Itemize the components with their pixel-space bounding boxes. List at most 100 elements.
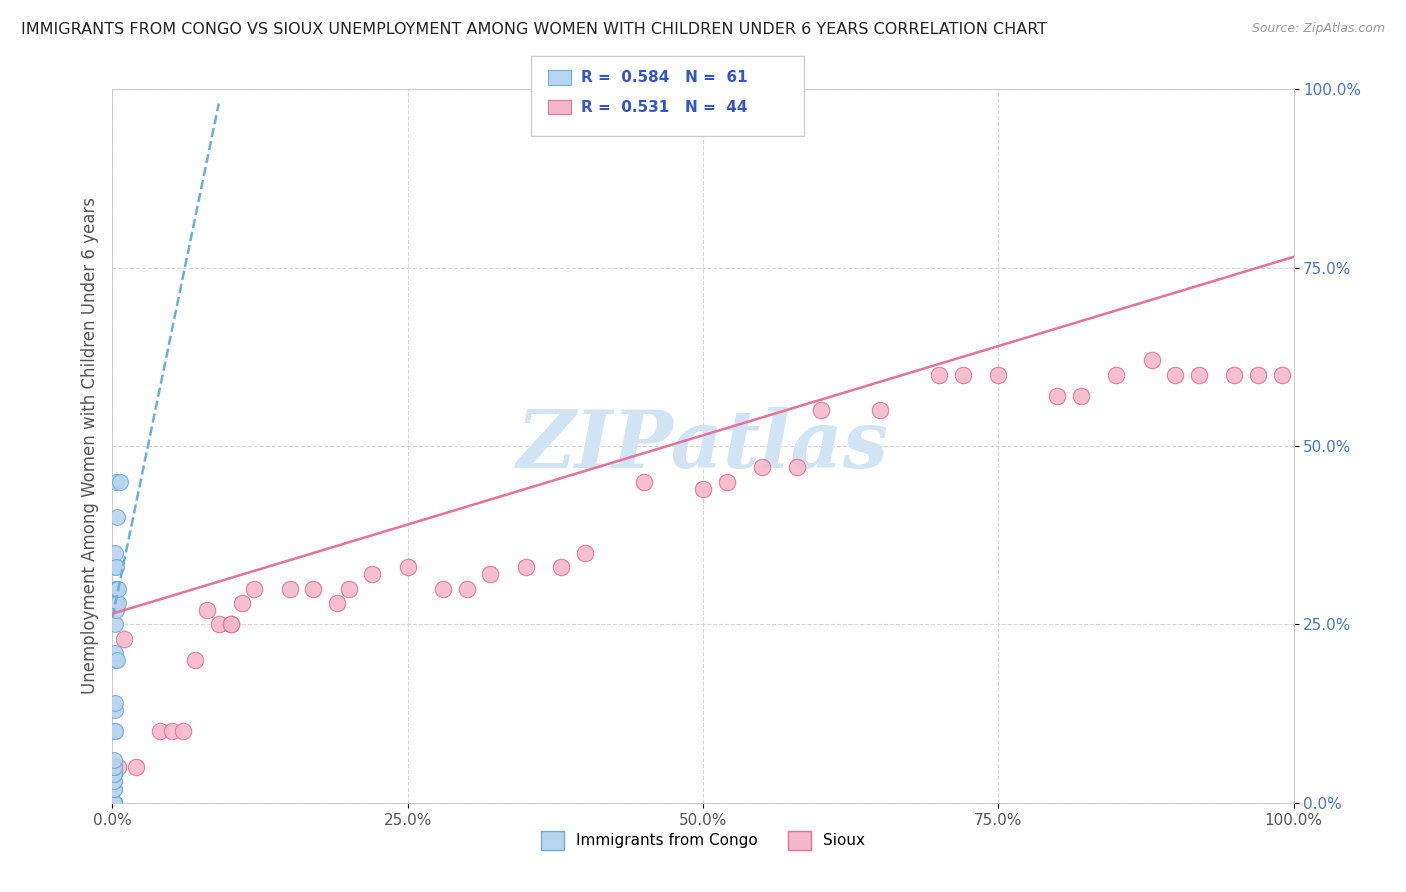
Point bbox=[103, 796, 125, 810]
Point bbox=[105, 596, 128, 610]
Point bbox=[104, 617, 127, 632]
Point bbox=[1188, 368, 1211, 382]
Point bbox=[103, 796, 125, 810]
Point bbox=[103, 796, 125, 810]
Text: R =  0.531   N =  44: R = 0.531 N = 44 bbox=[581, 100, 747, 114]
Point bbox=[103, 796, 125, 810]
Point bbox=[716, 475, 738, 489]
Point bbox=[103, 796, 125, 810]
Point bbox=[987, 368, 1010, 382]
Point bbox=[103, 796, 125, 810]
Point bbox=[103, 796, 125, 810]
Point bbox=[103, 796, 125, 810]
Legend: Immigrants from Congo, Sioux: Immigrants from Congo, Sioux bbox=[534, 825, 872, 855]
Point bbox=[112, 632, 135, 646]
Point bbox=[107, 582, 129, 596]
Point bbox=[104, 546, 127, 560]
Point bbox=[396, 560, 419, 574]
Point bbox=[103, 796, 125, 810]
Point bbox=[479, 567, 502, 582]
Point bbox=[550, 560, 572, 574]
Point bbox=[1140, 353, 1163, 368]
Point bbox=[810, 403, 832, 417]
Point bbox=[108, 475, 131, 489]
Point bbox=[103, 796, 125, 810]
Point bbox=[692, 482, 714, 496]
Point bbox=[103, 767, 125, 781]
Point bbox=[208, 617, 231, 632]
Point bbox=[195, 603, 218, 617]
Point bbox=[103, 796, 125, 810]
Point bbox=[278, 582, 301, 596]
Text: ZIPatlas: ZIPatlas bbox=[517, 408, 889, 484]
Point bbox=[103, 781, 125, 796]
Point bbox=[105, 475, 128, 489]
Point bbox=[105, 582, 128, 596]
Point bbox=[103, 760, 125, 774]
Point bbox=[104, 724, 127, 739]
Text: IMMIGRANTS FROM CONGO VS SIOUX UNEMPLOYMENT AMONG WOMEN WITH CHILDREN UNDER 6 YE: IMMIGRANTS FROM CONGO VS SIOUX UNEMPLOYM… bbox=[21, 22, 1047, 37]
Point bbox=[219, 617, 242, 632]
Point bbox=[103, 796, 125, 810]
Point bbox=[1223, 368, 1246, 382]
Point bbox=[103, 796, 125, 810]
Point bbox=[104, 724, 127, 739]
Point bbox=[326, 596, 349, 610]
Point bbox=[103, 760, 125, 774]
Point bbox=[103, 796, 125, 810]
Point bbox=[125, 760, 148, 774]
Point bbox=[633, 475, 655, 489]
Point bbox=[337, 582, 360, 596]
Point bbox=[786, 460, 808, 475]
Point bbox=[432, 582, 454, 596]
Point bbox=[105, 510, 128, 524]
Point bbox=[243, 582, 266, 596]
Point bbox=[103, 774, 125, 789]
Point bbox=[107, 596, 129, 610]
Point bbox=[107, 760, 129, 774]
Point bbox=[103, 781, 125, 796]
Point bbox=[928, 368, 950, 382]
Point bbox=[105, 653, 128, 667]
Point bbox=[1070, 389, 1092, 403]
Point bbox=[1164, 368, 1187, 382]
Point bbox=[103, 796, 125, 810]
Point bbox=[104, 582, 127, 596]
Point bbox=[103, 796, 125, 810]
Point bbox=[1046, 389, 1069, 403]
Point bbox=[105, 560, 128, 574]
Point bbox=[103, 760, 125, 774]
Point bbox=[103, 796, 125, 810]
Point bbox=[103, 796, 125, 810]
Point bbox=[103, 796, 125, 810]
Point bbox=[104, 696, 127, 710]
Point bbox=[103, 796, 125, 810]
Point bbox=[105, 603, 128, 617]
Point bbox=[869, 403, 891, 417]
Point bbox=[149, 724, 172, 739]
Point bbox=[515, 560, 537, 574]
Point bbox=[103, 774, 125, 789]
Point bbox=[103, 796, 125, 810]
Point bbox=[456, 582, 478, 596]
Point bbox=[1271, 368, 1294, 382]
Point bbox=[1247, 368, 1270, 382]
Point bbox=[104, 560, 127, 574]
Point bbox=[104, 646, 127, 660]
Point bbox=[103, 767, 125, 781]
Point bbox=[219, 617, 242, 632]
Point bbox=[302, 582, 325, 596]
Y-axis label: Unemployment Among Women with Children Under 6 years: Unemployment Among Women with Children U… bbox=[80, 197, 98, 695]
Point bbox=[172, 724, 194, 739]
Point bbox=[231, 596, 253, 610]
Point bbox=[103, 796, 125, 810]
Point bbox=[361, 567, 384, 582]
Point bbox=[103, 796, 125, 810]
Point bbox=[104, 703, 127, 717]
Point bbox=[574, 546, 596, 560]
Point bbox=[103, 796, 125, 810]
Point bbox=[952, 368, 974, 382]
Point bbox=[751, 460, 773, 475]
Point bbox=[160, 724, 183, 739]
Text: R =  0.584   N =  61: R = 0.584 N = 61 bbox=[581, 70, 748, 85]
